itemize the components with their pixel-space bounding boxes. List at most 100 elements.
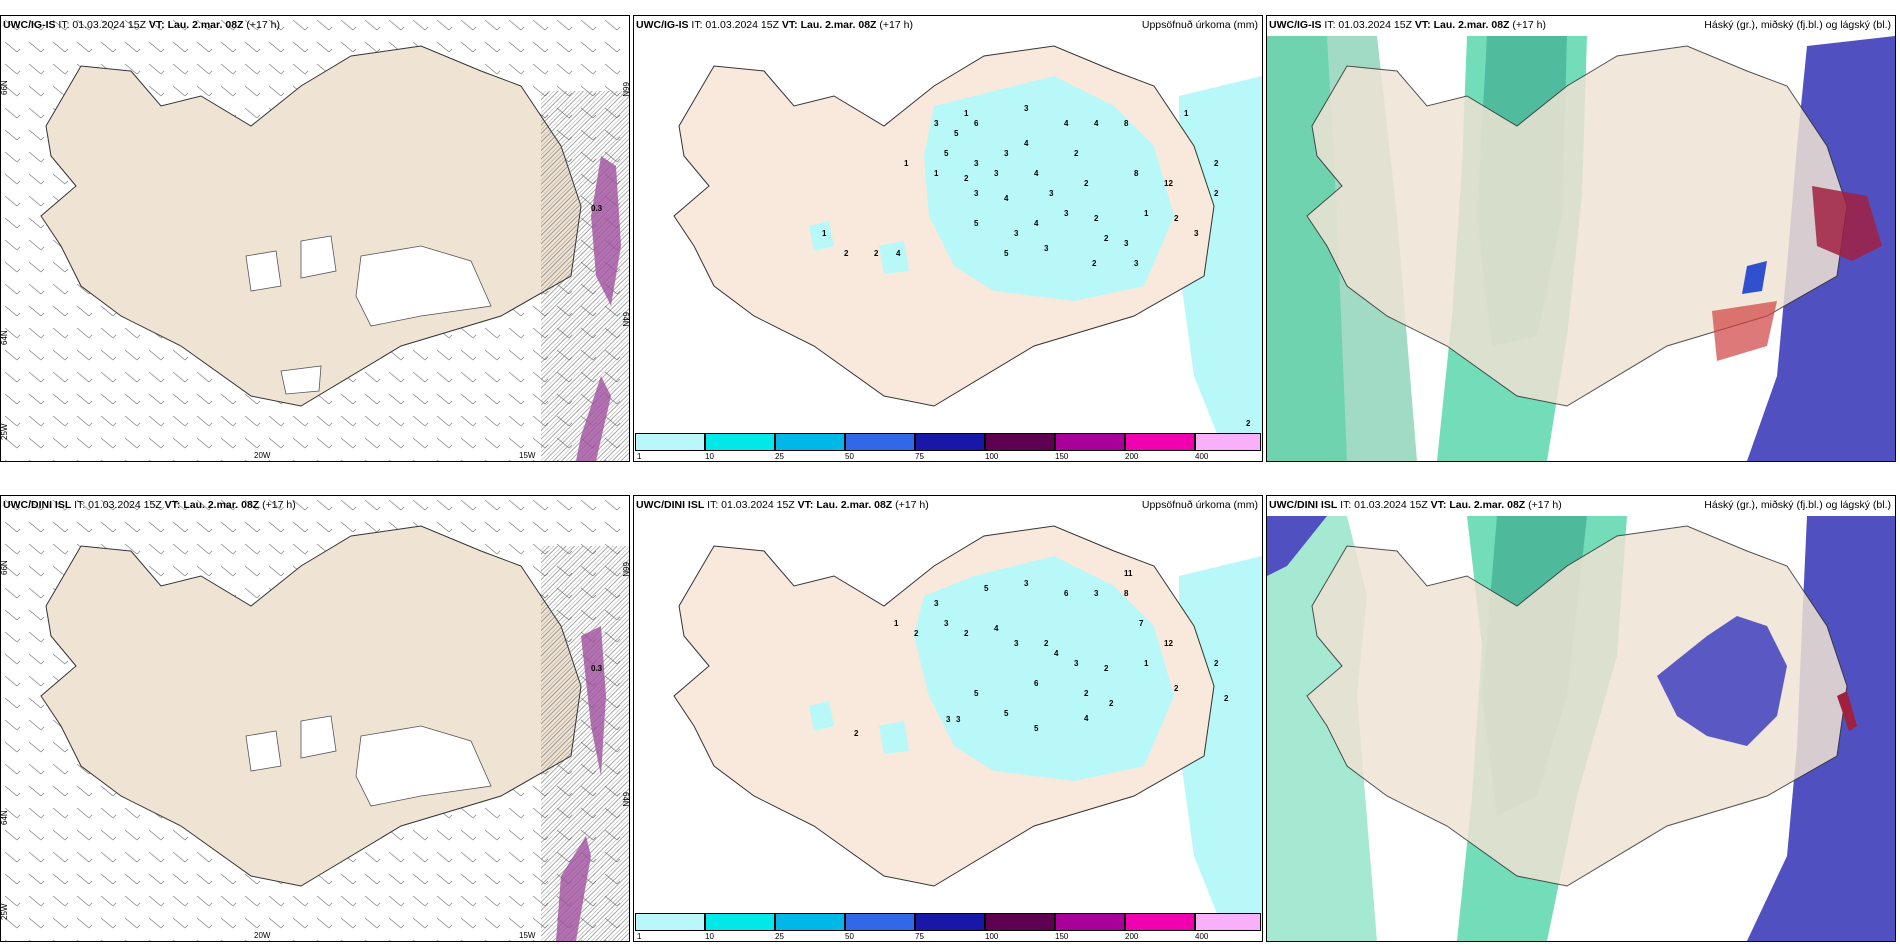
svg-text:64N: 64N bbox=[1, 810, 9, 825]
colorbar-tick: 200 bbox=[1125, 932, 1139, 941]
precip-map-panel-bottom: UWC/DINI ISL IT: 01.03.2024 15Z VT: Lau.… bbox=[633, 495, 1263, 942]
wind-map-panel-top: UWC/IG-IS IT: 01.03.2024 15Z VT: Lau. 2.… bbox=[0, 15, 630, 462]
svg-text:8: 8 bbox=[1124, 119, 1129, 128]
svg-text:2: 2 bbox=[1214, 659, 1219, 668]
svg-text:3: 3 bbox=[1044, 244, 1049, 253]
svg-text:2: 2 bbox=[914, 629, 919, 638]
svg-text:15W: 15W bbox=[519, 931, 536, 940]
colorbar-tick: 50 bbox=[845, 452, 854, 461]
colorbar-tick: 400 bbox=[1195, 452, 1209, 461]
svg-text:5: 5 bbox=[1034, 724, 1039, 733]
colorbar-cell bbox=[1055, 913, 1125, 931]
panel-title: UWC/DINI ISL IT: 01.03.2024 15Z VT: Lau.… bbox=[1269, 499, 1562, 511]
wind-map[interactable]: 0.3 66N 64N 66N 64N 25W 20W 15W bbox=[1, 16, 629, 461]
colorbar-cell bbox=[915, 913, 985, 931]
colorbar-cell bbox=[635, 433, 705, 451]
svg-text:4: 4 bbox=[1034, 219, 1039, 228]
precip-region bbox=[924, 76, 1174, 301]
colorbar-cell bbox=[915, 433, 985, 451]
svg-text:1: 1 bbox=[904, 159, 909, 168]
svg-text:0.3: 0.3 bbox=[591, 664, 603, 673]
cloud-map[interactable] bbox=[1267, 16, 1895, 461]
colorbar-cell bbox=[705, 913, 775, 931]
colorbar-tick: 100 bbox=[985, 932, 999, 941]
svg-text:4: 4 bbox=[1094, 119, 1099, 128]
svg-text:3: 3 bbox=[1014, 229, 1019, 238]
colorbar-tick: 25 bbox=[775, 452, 784, 461]
svg-text:1: 1 bbox=[934, 169, 939, 178]
svg-text:5: 5 bbox=[1004, 249, 1009, 258]
colorbar-cell bbox=[845, 433, 915, 451]
colorbar-tick: 150 bbox=[1055, 452, 1069, 461]
svg-text:2: 2 bbox=[1174, 684, 1179, 693]
svg-text:1: 1 bbox=[964, 109, 969, 118]
wind-map[interactable]: 0.3 66N 64N 66N 64N 25W 20W 15W bbox=[1, 496, 629, 941]
svg-text:3: 3 bbox=[974, 189, 979, 198]
svg-text:5: 5 bbox=[1004, 709, 1009, 718]
svg-text:2: 2 bbox=[964, 174, 969, 183]
panel-title: UWC/IG-IS IT: 01.03.2024 15Z VT: Lau. 2.… bbox=[636, 19, 913, 31]
svg-text:3: 3 bbox=[1024, 579, 1029, 588]
precip-labels: 11 3 5 3 6 3 8 1 2 3 2 4 7 3 2 4 3 12 2 … bbox=[854, 569, 1229, 738]
svg-text:2: 2 bbox=[1092, 259, 1097, 268]
colorbar-tick: 50 bbox=[845, 932, 854, 941]
panel-right-title: Uppsöfnuð úrkoma (mm) bbox=[1141, 19, 1258, 31]
svg-text:66N: 66N bbox=[1, 80, 9, 95]
glacier-langjokull bbox=[300, 235, 337, 279]
wind-map-panel-bottom: UWC/DINI ISL IT: 01.03.2024 15Z VT: Lau.… bbox=[0, 495, 630, 942]
svg-text:3: 3 bbox=[944, 619, 949, 628]
panel-title: UWC/IG-IS IT: 01.03.2024 15Z VT: Lau. 2.… bbox=[3, 19, 280, 31]
svg-text:4: 4 bbox=[1024, 139, 1029, 148]
svg-text:2: 2 bbox=[1214, 189, 1219, 198]
svg-text:15W: 15W bbox=[519, 451, 536, 460]
panel-right-title: Háský (gr.), miðský (fj.bl.) og lágský (… bbox=[1704, 19, 1891, 31]
svg-text:20W: 20W bbox=[254, 931, 271, 940]
colorbar-cell bbox=[1125, 913, 1195, 931]
colorbar-tick: 10 bbox=[705, 452, 714, 461]
panel-title: UWC/IG-IS IT: 01.03.2024 15Z VT: Lau. 2.… bbox=[1269, 19, 1546, 31]
svg-text:25W: 25W bbox=[1, 903, 9, 920]
svg-text:2: 2 bbox=[1094, 214, 1099, 223]
svg-text:3: 3 bbox=[1024, 104, 1029, 113]
colorbar-tick: 150 bbox=[1055, 932, 1069, 941]
svg-text:12: 12 bbox=[1164, 639, 1173, 648]
svg-text:4: 4 bbox=[1004, 194, 1009, 203]
cloud-map[interactable] bbox=[1267, 496, 1895, 941]
svg-text:66N: 66N bbox=[621, 82, 629, 97]
colorbar-cell bbox=[775, 433, 845, 451]
colorbar-cell bbox=[845, 913, 915, 931]
svg-text:2: 2 bbox=[1044, 639, 1049, 648]
svg-text:3: 3 bbox=[1014, 639, 1019, 648]
svg-text:8: 8 bbox=[1124, 589, 1129, 598]
iceland-landmass bbox=[1306, 525, 1848, 887]
svg-text:3: 3 bbox=[934, 119, 939, 128]
svg-text:2: 2 bbox=[1074, 149, 1079, 158]
svg-text:7: 7 bbox=[1139, 619, 1144, 628]
colorbar-cell bbox=[635, 913, 705, 931]
svg-text:6: 6 bbox=[1034, 679, 1039, 688]
precip-map-panel-top: UWC/IG-IS IT: 01.03.2024 15Z VT: Lau. 2.… bbox=[633, 15, 1263, 462]
precip-map[interactable]: 1 3 5 6 3 4 4 8 1 5 3 3 4 1 2 3 4 2 3 8 … bbox=[634, 16, 1262, 461]
cloud-map-panel-top: UWC/IG-IS IT: 01.03.2024 15Z VT: Lau. 2.… bbox=[1266, 15, 1896, 462]
svg-text:11: 11 bbox=[1124, 569, 1133, 578]
colorbar-cell bbox=[985, 433, 1055, 451]
svg-text:3: 3 bbox=[1064, 209, 1069, 218]
svg-text:4: 4 bbox=[896, 249, 901, 258]
colorbar-tick: 10 bbox=[705, 932, 714, 941]
cloud-map-panel-bottom: UWC/DINI ISL IT: 01.03.2024 15Z VT: Lau.… bbox=[1266, 495, 1896, 942]
colorbar-cell bbox=[1125, 433, 1195, 451]
svg-text:3: 3 bbox=[1004, 149, 1009, 158]
precip-colorbar: 1 10 25 50 75 100 150 200 400 bbox=[635, 433, 1261, 461]
svg-text:3: 3 bbox=[994, 169, 999, 178]
colorbar-cell bbox=[1055, 433, 1125, 451]
svg-text:25W: 25W bbox=[1, 423, 9, 440]
svg-text:3: 3 bbox=[1194, 229, 1199, 238]
precip-map[interactable]: 11 3 5 3 6 3 8 1 2 3 2 4 7 3 2 4 3 12 2 … bbox=[634, 496, 1262, 941]
svg-text:3: 3 bbox=[946, 715, 951, 724]
svg-text:1: 1 bbox=[1144, 209, 1149, 218]
panel-title: UWC/DINI ISL IT: 01.03.2024 15Z VT: Lau.… bbox=[3, 499, 296, 511]
svg-text:2: 2 bbox=[1084, 179, 1089, 188]
precip-colorbar: 1 10 25 50 75 100 150 200 400 bbox=[635, 913, 1261, 941]
colorbar-cell bbox=[775, 913, 845, 931]
svg-text:2: 2 bbox=[1224, 694, 1229, 703]
